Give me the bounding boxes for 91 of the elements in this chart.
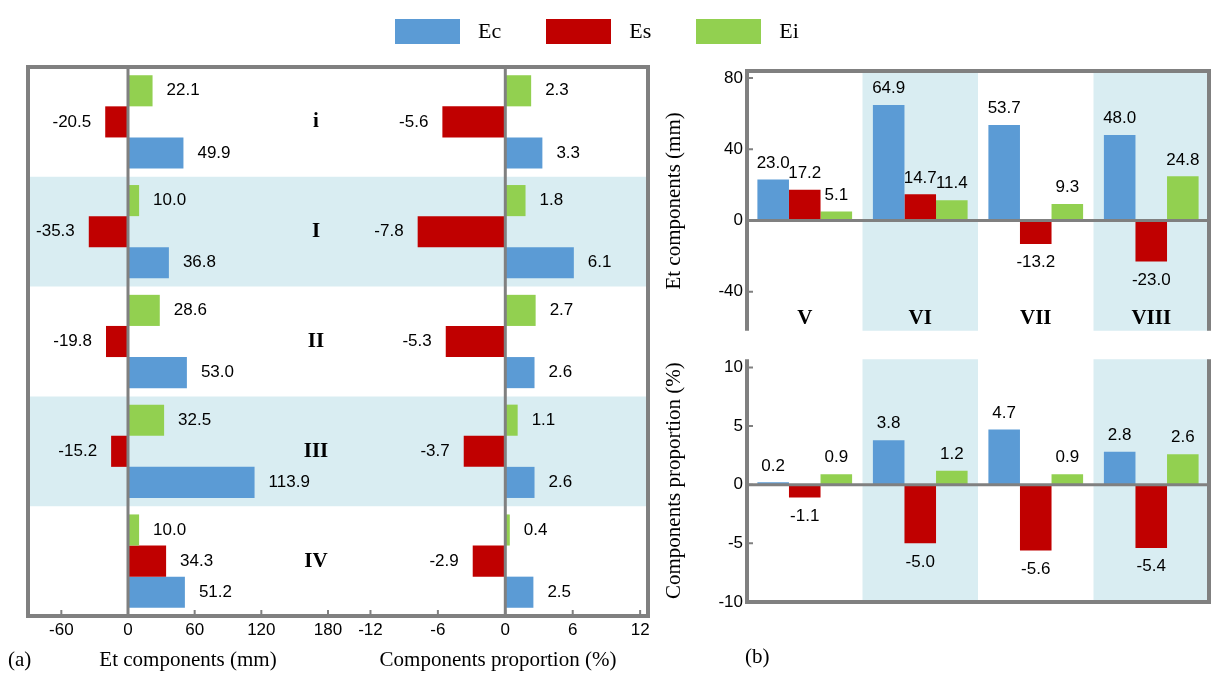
data-label: -3.7 <box>420 440 450 460</box>
data-label: 14.7 <box>903 167 937 187</box>
data-label: -5.6 <box>399 111 429 131</box>
y-tick-label: 10 <box>724 357 743 377</box>
data-label: 2.3 <box>545 80 569 100</box>
data-label: 36.8 <box>182 252 216 272</box>
data-label: 2.6 <box>548 362 573 382</box>
legend-label: Ei <box>779 18 799 44</box>
data-label: 5.1 <box>824 184 849 204</box>
data-label: 6.1 <box>587 252 612 272</box>
data-label: -15.2 <box>58 440 98 460</box>
data-label: 34.3 <box>180 550 214 570</box>
y-tick-label: -40 <box>718 281 743 301</box>
legend-label: Ec <box>478 18 502 44</box>
x-tick-label: VI <box>908 305 932 330</box>
data-label: -1.1 <box>790 505 820 525</box>
data-label: 53.0 <box>200 362 234 382</box>
x-tick-label: 120 <box>247 619 276 639</box>
data-label: -13.2 <box>1016 252 1056 272</box>
y-tick-label: III <box>303 437 329 462</box>
y-axis-title: Et components (mm) <box>661 112 686 290</box>
x-axis-title: Et components (mm) <box>99 646 277 671</box>
y-tick-label: -5 <box>727 533 743 553</box>
data-label: 3.8 <box>876 413 901 433</box>
data-label: 48.0 <box>1103 108 1137 128</box>
x-tick-label: -12 <box>358 619 383 639</box>
x-tick-label: 0 <box>123 619 133 639</box>
data-label: 32.5 <box>178 409 212 429</box>
data-label: 22.1 <box>166 80 200 100</box>
x-tick-label: 180 <box>313 619 343 639</box>
data-label: 3.3 <box>556 142 581 162</box>
x-tick-label: 12 <box>630 619 650 639</box>
data-label: 64.9 <box>872 78 906 98</box>
data-label: -5.6 <box>1021 558 1051 578</box>
data-label: 2.6 <box>548 472 573 492</box>
text: (b) <box>745 643 770 668</box>
x-axis-title: Components proportion (%) <box>379 646 617 671</box>
data-label: 17.2 <box>788 163 822 183</box>
data-label: 0.9 <box>824 447 849 467</box>
y-tick-label: 40 <box>724 138 743 158</box>
x-tick-label: 6 <box>567 619 578 639</box>
legend-label: Es <box>629 18 652 44</box>
data-label: 51.2 <box>198 581 232 601</box>
y-tick-label: 80 <box>724 67 743 87</box>
data-label: 9.3 <box>1055 177 1080 197</box>
data-label: -5.3 <box>402 331 432 351</box>
data-label: 1.1 <box>531 409 556 429</box>
data-label: 10.0 <box>153 190 187 210</box>
x-tick-label: 60 <box>185 619 205 639</box>
data-label: 24.8 <box>1166 149 1200 169</box>
data-label: 0.2 <box>761 455 785 475</box>
data-label: -5.4 <box>1136 556 1166 576</box>
data-label: -23.0 <box>1131 269 1171 289</box>
y-tick-label: II <box>307 327 325 352</box>
data-label: 0.9 <box>1055 447 1080 467</box>
y-tick-label: 5 <box>733 415 743 435</box>
y-tick-label: 0 <box>733 474 743 494</box>
data-label: -20.5 <box>52 111 92 131</box>
x-tick-label: V <box>797 305 813 330</box>
y-axis-title: Components proportion (%) <box>661 362 686 600</box>
x-tick-label: VII <box>1019 305 1052 330</box>
data-label: 23.0 <box>756 152 790 172</box>
x-tick-label: 0 <box>500 619 511 639</box>
data-label: 2.5 <box>547 581 572 601</box>
y-tick-label: I <box>311 218 321 243</box>
y-tick-label: IV <box>304 547 328 572</box>
y-tick-label: 0 <box>733 210 743 230</box>
data-label: -2.9 <box>429 550 459 570</box>
data-label: 1.2 <box>940 443 964 463</box>
data-label: -7.8 <box>374 221 404 241</box>
data-label: 11.4 <box>935 173 968 193</box>
data-label: -5.0 <box>905 551 935 571</box>
data-label: 4.7 <box>992 402 1016 422</box>
y-tick-label: i <box>313 108 320 133</box>
data-label: 53.7 <box>987 98 1021 118</box>
y-tick-label: -10 <box>718 591 743 611</box>
data-label: 49.9 <box>197 142 231 162</box>
data-label: 0.4 <box>523 519 548 539</box>
data-label: 10.0 <box>153 519 187 539</box>
data-label: 28.6 <box>173 300 207 320</box>
data-label: 113.9 <box>268 472 310 492</box>
text: (a) <box>8 646 32 671</box>
data-label: 1.8 <box>539 190 564 210</box>
data-label: -19.8 <box>53 331 92 351</box>
data-label: 2.6 <box>1171 427 1195 447</box>
x-tick-label: -60 <box>49 619 74 639</box>
x-tick-label: -6 <box>430 619 446 639</box>
data-label: 2.7 <box>549 300 574 320</box>
data-label: -35.3 <box>36 221 75 241</box>
x-tick-label: VIII <box>1131 305 1172 330</box>
data-label: 2.8 <box>1107 425 1132 445</box>
